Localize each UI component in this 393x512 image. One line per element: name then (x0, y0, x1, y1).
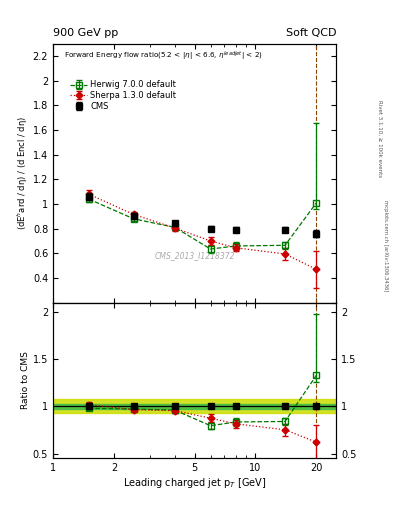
Text: mcplots.cern.ch [arXiv:1306.3436]: mcplots.cern.ch [arXiv:1306.3436] (383, 200, 387, 291)
Y-axis label: (dE$^{h}$ard / dη) / (d Encl / dη): (dE$^{h}$ard / dη) / (d Encl / dη) (15, 116, 30, 230)
X-axis label: Leading charged jet p$_{T}$ [GeV]: Leading charged jet p$_{T}$ [GeV] (123, 476, 266, 490)
Legend: Herwig 7.0.0 default, Sherpa 1.3.0 default, CMS: Herwig 7.0.0 default, Sherpa 1.3.0 defau… (68, 79, 178, 113)
Text: Rivet 3.1.10, ≥ 100k events: Rivet 3.1.10, ≥ 100k events (377, 100, 382, 177)
Text: Soft QCD: Soft QCD (286, 28, 336, 38)
Text: Forward Energy flow ratio(5.2 < |$\eta$| < 6.6, $\eta^{leadjet}$| < 2): Forward Energy flow ratio(5.2 < |$\eta$|… (64, 49, 263, 62)
Text: CMS_2013_I1218372: CMS_2013_I1218372 (154, 251, 235, 261)
Text: 900 GeV pp: 900 GeV pp (53, 28, 118, 38)
Y-axis label: Ratio to CMS: Ratio to CMS (21, 352, 30, 410)
